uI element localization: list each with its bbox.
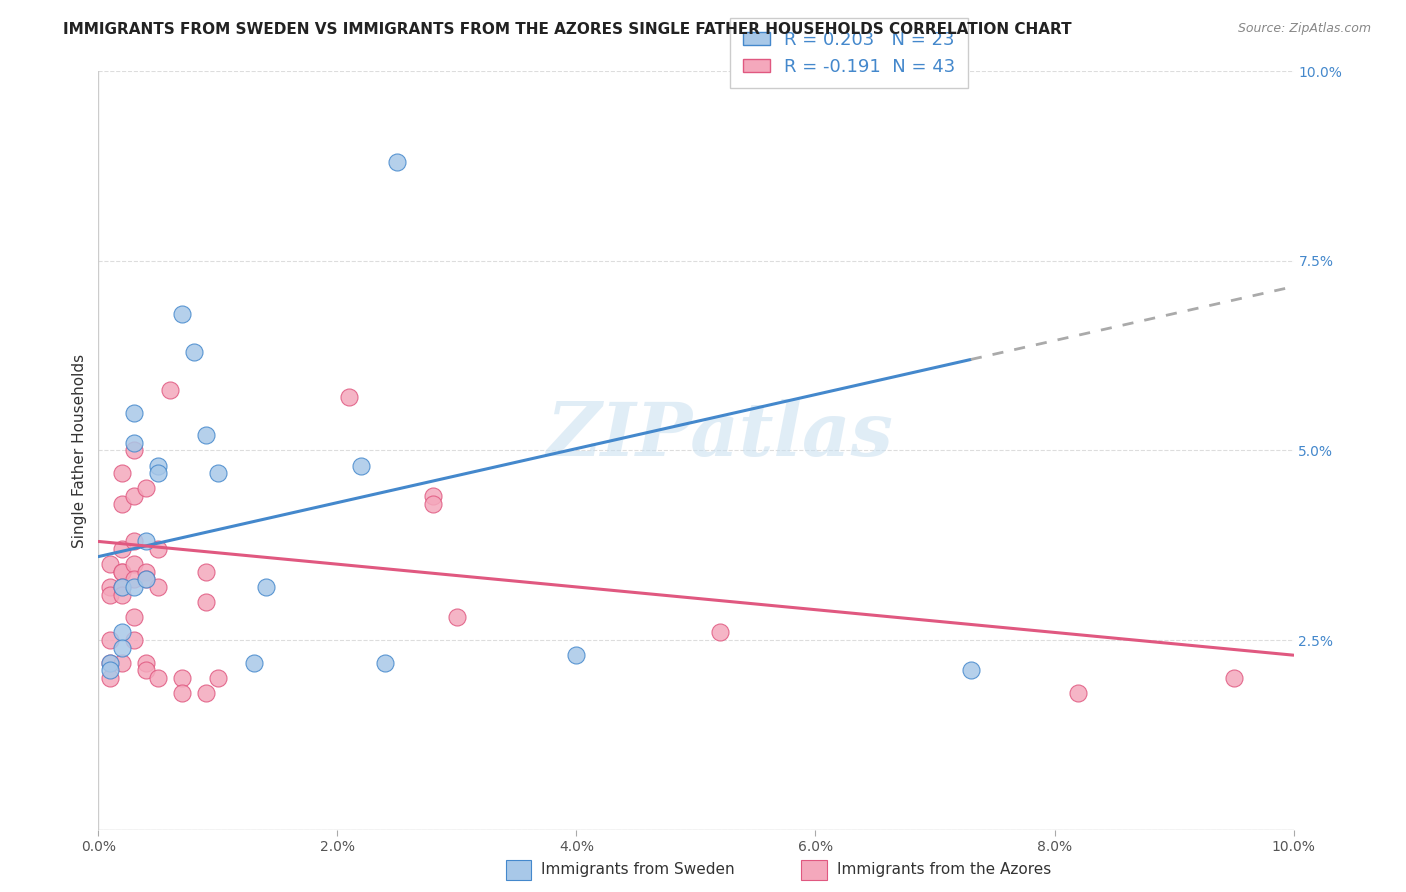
Point — [195, 428, 218, 442]
Point — [111, 640, 134, 655]
Point — [124, 406, 146, 420]
Point — [98, 580, 122, 594]
Point — [183, 344, 205, 359]
Point — [148, 542, 170, 557]
Point — [135, 534, 157, 549]
Point — [709, 625, 731, 640]
Point — [422, 489, 444, 503]
Point — [148, 467, 170, 481]
Point — [148, 580, 170, 594]
Point — [111, 656, 134, 670]
Point — [385, 155, 409, 169]
Point — [172, 671, 194, 685]
Point — [422, 497, 444, 511]
Point — [195, 686, 218, 700]
Legend: R = 0.203   N = 23, R = -0.191  N = 43: R = 0.203 N = 23, R = -0.191 N = 43 — [730, 18, 969, 88]
Point — [124, 534, 146, 549]
Point — [135, 573, 157, 587]
Point — [254, 580, 277, 594]
Point — [98, 656, 122, 670]
Text: ZIPatlas: ZIPatlas — [547, 399, 893, 472]
Point — [98, 656, 122, 670]
Point — [111, 580, 134, 594]
Point — [148, 671, 170, 685]
Point — [172, 686, 194, 700]
Point — [124, 610, 146, 624]
Y-axis label: Single Father Households: Single Father Households — [72, 353, 87, 548]
Point — [111, 467, 134, 481]
Text: Immigrants from the Azores: Immigrants from the Azores — [837, 863, 1050, 877]
Text: IMMIGRANTS FROM SWEDEN VS IMMIGRANTS FROM THE AZORES SINGLE FATHER HOUSEHOLDS CO: IMMIGRANTS FROM SWEDEN VS IMMIGRANTS FRO… — [63, 22, 1071, 37]
Point — [135, 573, 157, 587]
Point — [98, 664, 122, 678]
Point — [565, 648, 588, 662]
Point — [148, 458, 170, 473]
Point — [135, 565, 157, 579]
Point — [135, 664, 157, 678]
Point — [111, 588, 134, 602]
Point — [124, 489, 146, 503]
Point — [98, 633, 122, 648]
Point — [446, 610, 468, 624]
Point — [1223, 671, 1246, 685]
Point — [960, 664, 983, 678]
Point — [124, 557, 146, 572]
Point — [159, 383, 181, 397]
Point — [195, 565, 218, 579]
Point — [172, 307, 194, 321]
Point — [135, 482, 157, 496]
Point — [374, 656, 396, 670]
Point — [1067, 686, 1090, 700]
Point — [124, 436, 146, 450]
Point — [111, 565, 134, 579]
Point — [135, 656, 157, 670]
Point — [207, 671, 229, 685]
Point — [243, 656, 266, 670]
Point — [339, 391, 361, 405]
Point — [111, 565, 134, 579]
Point — [195, 595, 218, 609]
Point — [98, 671, 122, 685]
Point — [98, 588, 122, 602]
Point — [124, 443, 146, 458]
Point — [207, 467, 229, 481]
Point — [124, 573, 146, 587]
Text: Immigrants from Sweden: Immigrants from Sweden — [541, 863, 735, 877]
Point — [111, 625, 134, 640]
Text: Source: ZipAtlas.com: Source: ZipAtlas.com — [1237, 22, 1371, 36]
Point — [350, 458, 373, 473]
Point — [111, 580, 134, 594]
Point — [111, 542, 134, 557]
Point — [111, 497, 134, 511]
Point — [124, 580, 146, 594]
Point — [98, 557, 122, 572]
Point — [124, 633, 146, 648]
